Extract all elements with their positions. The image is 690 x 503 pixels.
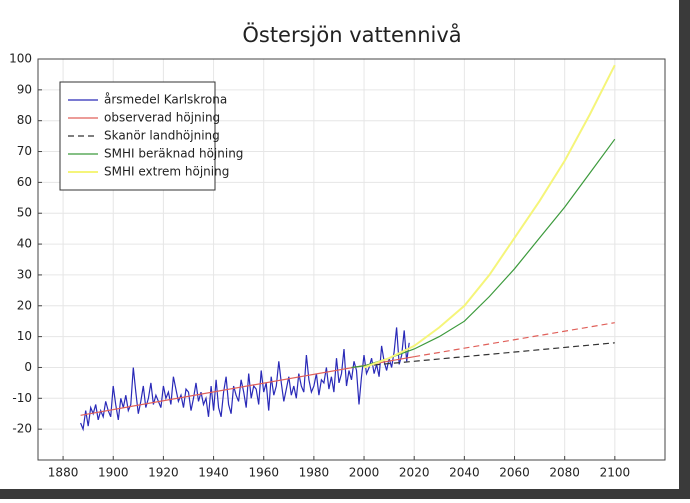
y-tick-label: 30 bbox=[17, 267, 32, 281]
series-line bbox=[363, 342, 615, 367]
x-tick-label: 1880 bbox=[48, 466, 79, 480]
x-tick-label: 2100 bbox=[600, 466, 631, 480]
y-tick-label: 50 bbox=[17, 206, 32, 220]
x-tick-label: 2000 bbox=[349, 466, 380, 480]
legend-label: observerad höjning bbox=[104, 111, 220, 125]
x-tick-label: 2020 bbox=[399, 466, 430, 480]
y-tick-label: -10 bbox=[12, 391, 32, 405]
legend-label: SMHI extrem höjning bbox=[104, 165, 229, 179]
plot-frame bbox=[37, 58, 666, 461]
y-tick-label: 20 bbox=[17, 298, 32, 312]
y-tick-label: 90 bbox=[17, 82, 32, 96]
x-tick-label: 1940 bbox=[198, 466, 229, 480]
x-tick-label: 1980 bbox=[299, 466, 330, 480]
legend: årsmedel Karlskrona observerad höjning Ska… bbox=[59, 81, 243, 191]
y-tick-label: 60 bbox=[17, 175, 32, 189]
y-tick-label: 10 bbox=[17, 329, 32, 343]
axes: -20 -10 0 10 20 30 40 50 60 70 80 90 100 1880 1900 1920… bbox=[9, 52, 666, 480]
x-tick-label: 2060 bbox=[499, 466, 530, 480]
x-tick-label: 2040 bbox=[449, 466, 480, 480]
y-tick-label: 100 bbox=[9, 52, 32, 66]
x-tick-label: 1920 bbox=[148, 466, 179, 480]
y-tick-label: 80 bbox=[17, 113, 32, 127]
legend-label: Skanör landhöjning bbox=[104, 129, 220, 143]
series-line bbox=[414, 322, 615, 358]
y-tick-label: -20 bbox=[12, 422, 32, 436]
x-tick-label: 1900 bbox=[98, 466, 129, 480]
plot-lines bbox=[80, 64, 616, 432]
series-line bbox=[363, 64, 616, 369]
y-tick-label: 40 bbox=[17, 237, 32, 251]
series-line bbox=[80, 327, 410, 432]
legend-label: årsmedel Karlskrona bbox=[104, 93, 227, 107]
y-tick-label: 70 bbox=[17, 144, 32, 158]
x-tick-label: 1960 bbox=[248, 466, 279, 480]
chart-title: Östersjön vattennivå bbox=[242, 22, 461, 47]
legend-label: SMHI beräknad höjning bbox=[104, 147, 243, 161]
window-edge bbox=[0, 489, 690, 499]
y-tick-label: 0 bbox=[24, 360, 32, 374]
x-tick-label: 2080 bbox=[549, 466, 580, 480]
window-edge bbox=[679, 0, 690, 499]
